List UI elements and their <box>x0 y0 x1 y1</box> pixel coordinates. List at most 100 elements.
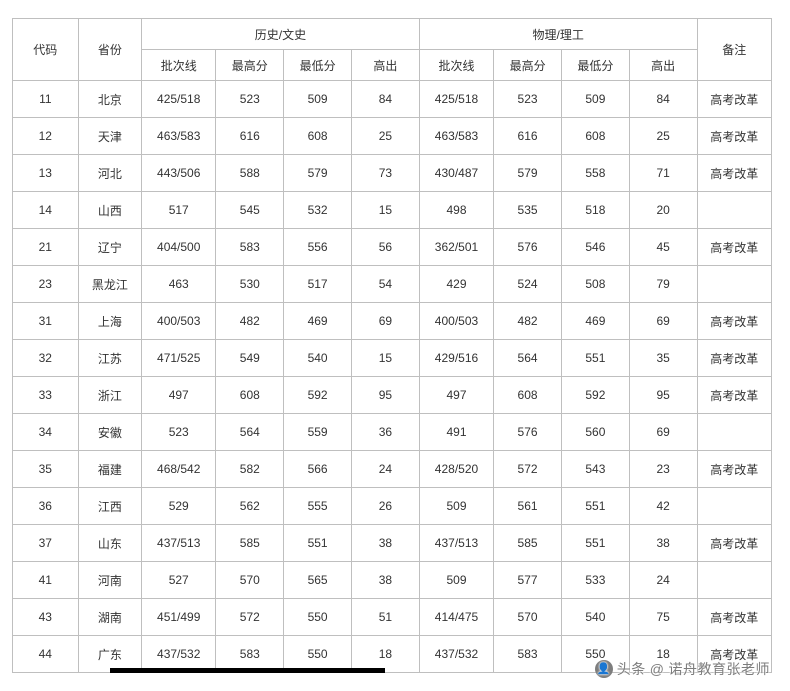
cell-a_high: 549 <box>216 340 284 377</box>
cell-a_high: 583 <box>216 636 284 673</box>
cell-b_batch: 425/518 <box>419 81 493 118</box>
cell-b_batch: 414/475 <box>419 599 493 636</box>
cell-a_low: 509 <box>284 81 352 118</box>
cell-note <box>697 414 771 451</box>
cell-b_high: 576 <box>494 229 562 266</box>
cell-b_over: 23 <box>629 451 697 488</box>
cell-b_over: 20 <box>629 192 697 229</box>
cell-a_batch: 529 <box>142 488 216 525</box>
cell-note: 高考改革 <box>697 155 771 192</box>
th-group-physics: 物理/理工 <box>419 19 697 50</box>
th-group-history: 历史/文史 <box>142 19 420 50</box>
cell-b_over: 45 <box>629 229 697 266</box>
th-province: 省份 <box>78 19 141 81</box>
cell-a_batch: 425/518 <box>142 81 216 118</box>
cell-a_batch: 400/503 <box>142 303 216 340</box>
th-a-high: 最高分 <box>216 50 284 81</box>
cell-a_over: 56 <box>351 229 419 266</box>
cell-b_low: 518 <box>561 192 629 229</box>
cell-a_low: 556 <box>284 229 352 266</box>
table-body: 11北京425/51852350984425/51852350984高考改革12… <box>13 81 772 673</box>
table-row: 14山西5175455321549853551820 <box>13 192 772 229</box>
cell-a_high: 564 <box>216 414 284 451</box>
cell-a_low: 565 <box>284 562 352 599</box>
table-row: 12天津463/58361660825463/58361660825高考改革 <box>13 118 772 155</box>
cell-b_batch: 400/503 <box>419 303 493 340</box>
cell-a_batch: 517 <box>142 192 216 229</box>
th-note: 备注 <box>697 19 771 81</box>
cell-code: 13 <box>13 155 79 192</box>
cell-note <box>697 488 771 525</box>
watermark-prefix: 头条 <box>617 659 646 679</box>
cell-a_over: 36 <box>351 414 419 451</box>
cell-b_high: 579 <box>494 155 562 192</box>
cell-code: 36 <box>13 488 79 525</box>
cell-a_batch: 437/532 <box>142 636 216 673</box>
cell-a_high: 482 <box>216 303 284 340</box>
cell-prov: 江西 <box>78 488 141 525</box>
cell-a_over: 15 <box>351 340 419 377</box>
table-row: 33浙江4976085929549760859295高考改革 <box>13 377 772 414</box>
watermark: 👤 头条 @ 诺舟教育张老师 <box>595 659 770 679</box>
cell-code: 23 <box>13 266 79 303</box>
watermark-name: 诺舟教育张老师 <box>669 659 771 679</box>
cell-b_high: 616 <box>494 118 562 155</box>
cell-b_low: 469 <box>561 303 629 340</box>
cell-prov: 山西 <box>78 192 141 229</box>
th-b-over: 高出 <box>629 50 697 81</box>
cell-a_high: 616 <box>216 118 284 155</box>
th-a-over: 高出 <box>351 50 419 81</box>
cell-prov: 山东 <box>78 525 141 562</box>
cell-prov: 北京 <box>78 81 141 118</box>
cell-a_batch: 404/500 <box>142 229 216 266</box>
cell-note: 高考改革 <box>697 303 771 340</box>
table-row: 43湖南451/49957255051414/47557054075高考改革 <box>13 599 772 636</box>
cell-a_batch: 463/583 <box>142 118 216 155</box>
cell-code: 21 <box>13 229 79 266</box>
cell-note: 高考改革 <box>697 525 771 562</box>
cell-prov: 湖南 <box>78 599 141 636</box>
cell-prov: 辽宁 <box>78 229 141 266</box>
cell-code: 31 <box>13 303 79 340</box>
cell-a_over: 15 <box>351 192 419 229</box>
table-row: 41河南5275705653850957753324 <box>13 562 772 599</box>
cell-b_low: 543 <box>561 451 629 488</box>
cell-b_low: 540 <box>561 599 629 636</box>
cell-a_batch: 443/506 <box>142 155 216 192</box>
cell-code: 14 <box>13 192 79 229</box>
th-a-batch: 批次线 <box>142 50 216 81</box>
cell-code: 11 <box>13 81 79 118</box>
table-row: 11北京425/51852350984425/51852350984高考改革 <box>13 81 772 118</box>
cell-a_high: 562 <box>216 488 284 525</box>
cell-prov: 河南 <box>78 562 141 599</box>
cell-code: 41 <box>13 562 79 599</box>
th-code: 代码 <box>13 19 79 81</box>
cell-b_over: 95 <box>629 377 697 414</box>
cell-a_over: 38 <box>351 562 419 599</box>
table-row: 21辽宁404/50058355656362/50157654645高考改革 <box>13 229 772 266</box>
watermark-at: @ <box>650 661 665 677</box>
cell-a_over: 25 <box>351 118 419 155</box>
cell-a_over: 51 <box>351 599 419 636</box>
cell-a_low: 555 <box>284 488 352 525</box>
cell-a_high: 583 <box>216 229 284 266</box>
cell-a_over: 54 <box>351 266 419 303</box>
table-row: 13河北443/50658857973430/48757955871高考改革 <box>13 155 772 192</box>
cell-note: 高考改革 <box>697 81 771 118</box>
table-header: 代码 省份 历史/文史 物理/理工 备注 批次线 最高分 最低分 高出 批次线 … <box>13 19 772 81</box>
cell-b_batch: 437/532 <box>419 636 493 673</box>
table-row: 23黑龙江4635305175442952450879 <box>13 266 772 303</box>
th-b-high: 最高分 <box>494 50 562 81</box>
cell-b_over: 71 <box>629 155 697 192</box>
score-table: 代码 省份 历史/文史 物理/理工 备注 批次线 最高分 最低分 高出 批次线 … <box>12 18 772 673</box>
cell-code: 43 <box>13 599 79 636</box>
cell-a_batch: 497 <box>142 377 216 414</box>
cell-a_batch: 468/542 <box>142 451 216 488</box>
cell-b_batch: 509 <box>419 488 493 525</box>
cell-note <box>697 192 771 229</box>
cell-prov: 福建 <box>78 451 141 488</box>
cell-prov: 江苏 <box>78 340 141 377</box>
cell-b_batch: 429 <box>419 266 493 303</box>
cell-a_batch: 471/525 <box>142 340 216 377</box>
cell-a_high: 570 <box>216 562 284 599</box>
